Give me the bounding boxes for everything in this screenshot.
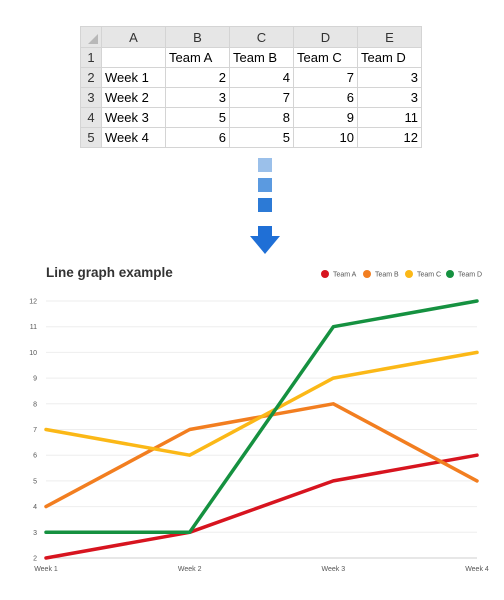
cell[interactable] [101, 47, 166, 68]
y-tick-label: 9 [33, 376, 37, 383]
select-all-corner[interactable] [80, 26, 102, 48]
y-tick-label: 12 [29, 299, 37, 306]
cell[interactable]: Team B [229, 47, 294, 68]
series-line-team-a [44, 453, 479, 560]
row-header[interactable]: 3 [80, 87, 102, 108]
cell[interactable]: 11 [357, 107, 422, 128]
series-line-team-c [44, 350, 479, 457]
legend-marker [321, 270, 329, 278]
arrow-head [250, 236, 280, 254]
sheet-row: 4 Week 3 5 8 9 11 [80, 107, 422, 128]
legend-marker [405, 270, 413, 278]
cell[interactable]: 5 [165, 107, 230, 128]
cell[interactable]: 3 [165, 87, 230, 108]
y-tick-label: 2 [33, 556, 37, 563]
legend-label: Team A [333, 272, 357, 279]
cell[interactable]: 2 [165, 67, 230, 88]
cell[interactable]: 6 [165, 127, 230, 148]
row-header[interactable]: 2 [80, 67, 102, 88]
legend-marker [363, 270, 371, 278]
legend-label: Team C [417, 272, 441, 279]
y-tick-label: 10 [29, 350, 37, 357]
arrow-stem [258, 226, 272, 238]
y-tick-label: 4 [33, 504, 37, 511]
series-line-team-d [44, 299, 479, 535]
cell[interactable]: 8 [229, 107, 294, 128]
cell[interactable]: 7 [293, 67, 358, 88]
y-tick-label: 8 [33, 401, 37, 408]
chart-title: Line graph example [46, 265, 173, 280]
cell[interactable]: Team D [357, 47, 422, 68]
y-tick-label: 11 [30, 324, 37, 331]
arrow-segment [258, 178, 272, 192]
cell[interactable]: Week 2 [101, 87, 166, 108]
chart-series [44, 299, 479, 560]
row-header[interactable]: 1 [80, 47, 102, 68]
x-tick-label: Week 3 [322, 566, 346, 573]
y-tick-label: 6 [33, 453, 37, 460]
legend-label: Team B [375, 272, 399, 279]
cell[interactable]: Week 3 [101, 107, 166, 128]
cell[interactable]: 4 [229, 67, 294, 88]
cell[interactable]: Team C [293, 47, 358, 68]
legend-marker [446, 270, 454, 278]
cell[interactable]: 3 [357, 67, 422, 88]
cell[interactable]: 12 [357, 127, 422, 148]
cell[interactable]: Week 4 [101, 127, 166, 148]
x-tick-label: Week 2 [178, 566, 202, 573]
row-header[interactable]: 4 [80, 107, 102, 128]
cell[interactable]: 7 [229, 87, 294, 108]
row-header[interactable]: 5 [80, 127, 102, 148]
chart-grid [46, 300, 477, 559]
cell[interactable]: Week 1 [101, 67, 166, 88]
cell[interactable]: 6 [293, 87, 358, 108]
down-arrow-icon [250, 158, 280, 258]
y-tick-label: 3 [33, 530, 37, 537]
cell[interactable]: 9 [293, 107, 358, 128]
y-axis: 2 3 4 5 6 7 8 9 10 11 12 [29, 299, 37, 563]
cell[interactable]: Team A [165, 47, 230, 68]
sheet-row: 5 Week 4 6 5 10 12 [80, 127, 422, 148]
x-tick-label: Week 1 [34, 566, 58, 573]
arrow-segment [258, 158, 272, 172]
y-tick-label: 7 [33, 427, 37, 434]
x-tick-label: Week 4 [465, 566, 489, 573]
line-chart: Line graph example Team A Team B Team C Tea… [29, 265, 489, 573]
cell[interactable]: 3 [357, 87, 422, 108]
column-header[interactable]: E [357, 26, 422, 48]
column-header[interactable]: A [101, 26, 166, 48]
chart-legend: Team A Team B Team C Team D [321, 270, 482, 279]
x-axis: Week 1 Week 2 Week 3 Week 4 [34, 566, 489, 573]
cell[interactable]: 5 [229, 127, 294, 148]
legend-label: Team D [458, 272, 482, 279]
column-header[interactable]: B [165, 26, 230, 48]
column-header[interactable]: D [293, 26, 358, 48]
cell[interactable]: 10 [293, 127, 358, 148]
arrow-segment [258, 198, 272, 212]
corner-triangle-icon [88, 34, 98, 44]
y-tick-label: 5 [33, 478, 37, 485]
sheet-row: 1 Team A Team B Team C Team D [80, 47, 422, 68]
column-header[interactable]: C [229, 26, 294, 48]
